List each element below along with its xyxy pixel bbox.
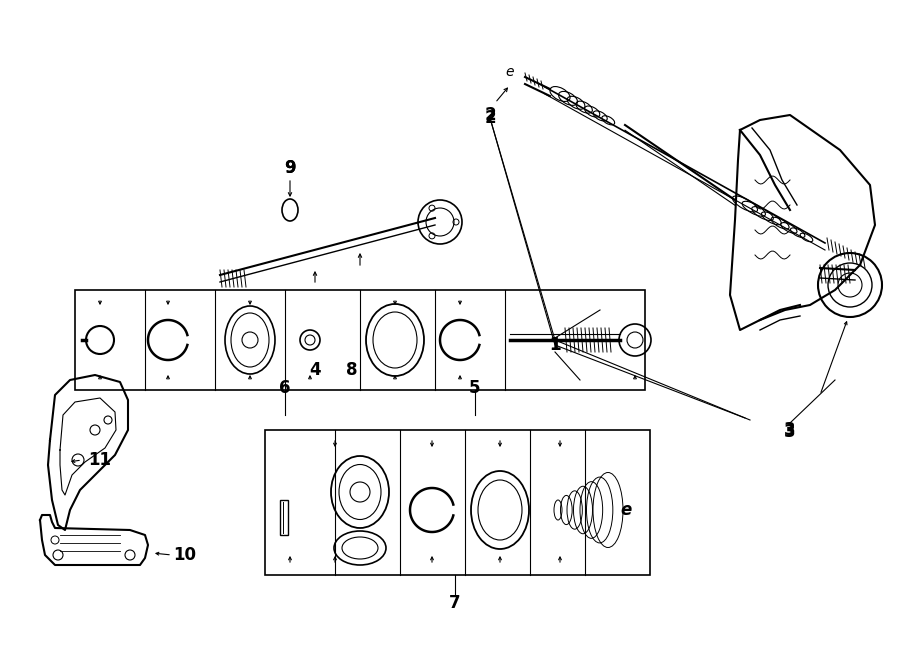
Text: 7: 7	[449, 594, 461, 612]
Text: 1: 1	[549, 336, 561, 354]
Bar	[75, 290, 645, 390]
Text: 1: 1	[549, 336, 561, 354]
Text: 9: 9	[284, 159, 296, 177]
Text: 10: 10	[174, 546, 196, 564]
Bar	[265, 430, 650, 575]
Text: 11: 11	[88, 451, 112, 469]
Text: 5: 5	[469, 379, 481, 397]
Text: 2: 2	[484, 106, 496, 124]
Text: 4: 4	[310, 361, 320, 379]
Text: 6: 6	[279, 379, 291, 397]
Text: 8: 8	[346, 361, 358, 379]
Text: 9: 9	[284, 159, 296, 177]
Text: 3: 3	[784, 423, 796, 441]
Text: e: e	[620, 501, 632, 519]
Bar	[280, 500, 288, 535]
Text: 3: 3	[784, 421, 796, 439]
Text: 2: 2	[484, 109, 496, 127]
Text: e: e	[506, 65, 514, 79]
